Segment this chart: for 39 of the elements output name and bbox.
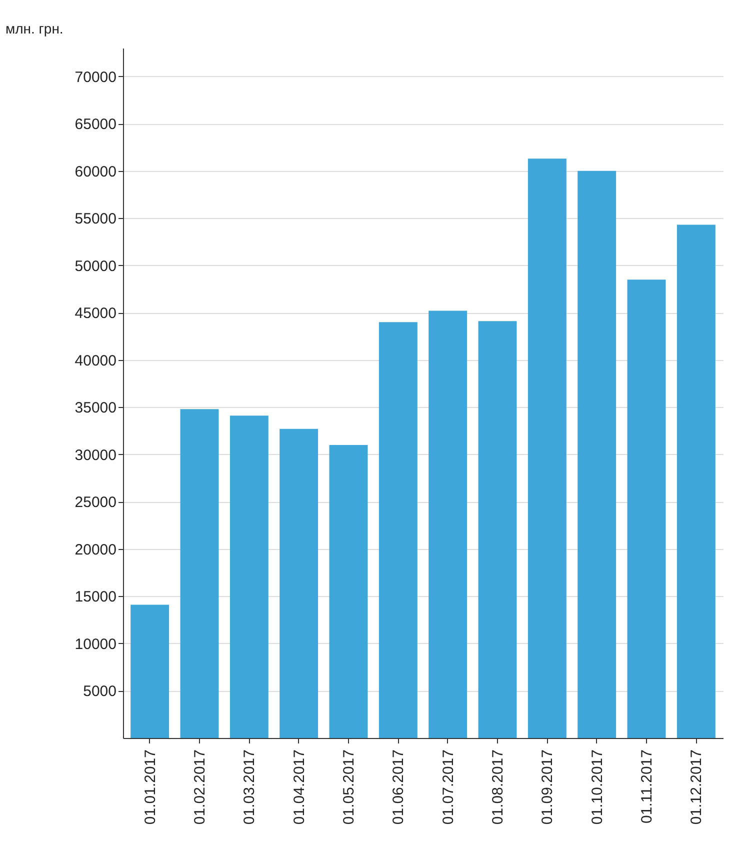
y-tick-label: 60000 (74, 163, 116, 180)
x-tick-label: 01.06.2017 (390, 750, 408, 825)
x-tick-label: 01.02.2017 (191, 750, 208, 825)
y-tick-label: 25000 (74, 494, 116, 512)
x-tick-label: 01.11.2017 (638, 750, 656, 824)
bar (329, 444, 368, 738)
bar (230, 416, 268, 738)
y-tick-label: 50000 (74, 258, 116, 275)
y-axis-title: млн. грн. (6, 20, 64, 36)
y-tick-label: 5000 (83, 683, 116, 700)
bar (578, 170, 616, 738)
y-tick-label: 40000 (74, 352, 116, 370)
x-tick-label: 01.05.2017 (340, 750, 358, 825)
y-tick-label: 70000 (74, 68, 116, 86)
x-tick-label: 01.03.2017 (241, 750, 258, 825)
y-tick-label: 30000 (74, 446, 116, 464)
y-tick-label: 45000 (74, 305, 116, 322)
x-tick-label: 01.07.2017 (440, 750, 457, 825)
x-tick-label: 01.04.2017 (290, 750, 308, 825)
bar (180, 409, 219, 738)
y-tick-label: 10000 (74, 636, 116, 653)
bar (478, 321, 517, 738)
x-tick-label: 01.01.2017 (142, 750, 159, 825)
bar (428, 310, 468, 738)
y-tick-label: 20000 (74, 541, 116, 558)
bar (130, 604, 170, 738)
bar (378, 322, 418, 738)
x-tick-label: 01.08.2017 (490, 750, 507, 825)
x-tick-label: 01.09.2017 (539, 750, 556, 825)
bar (676, 224, 716, 738)
y-tick-label: 55000 (74, 210, 116, 228)
y-tick-label: 65000 (74, 116, 116, 134)
bar (528, 158, 566, 738)
y-tick-label: 15000 (74, 588, 116, 606)
bar (280, 428, 318, 738)
bar (627, 280, 666, 738)
x-tick-label: 01.12.2017 (688, 750, 706, 825)
x-tick-label: 01.10.2017 (588, 750, 606, 825)
y-tick-label: 35000 (74, 400, 116, 417)
